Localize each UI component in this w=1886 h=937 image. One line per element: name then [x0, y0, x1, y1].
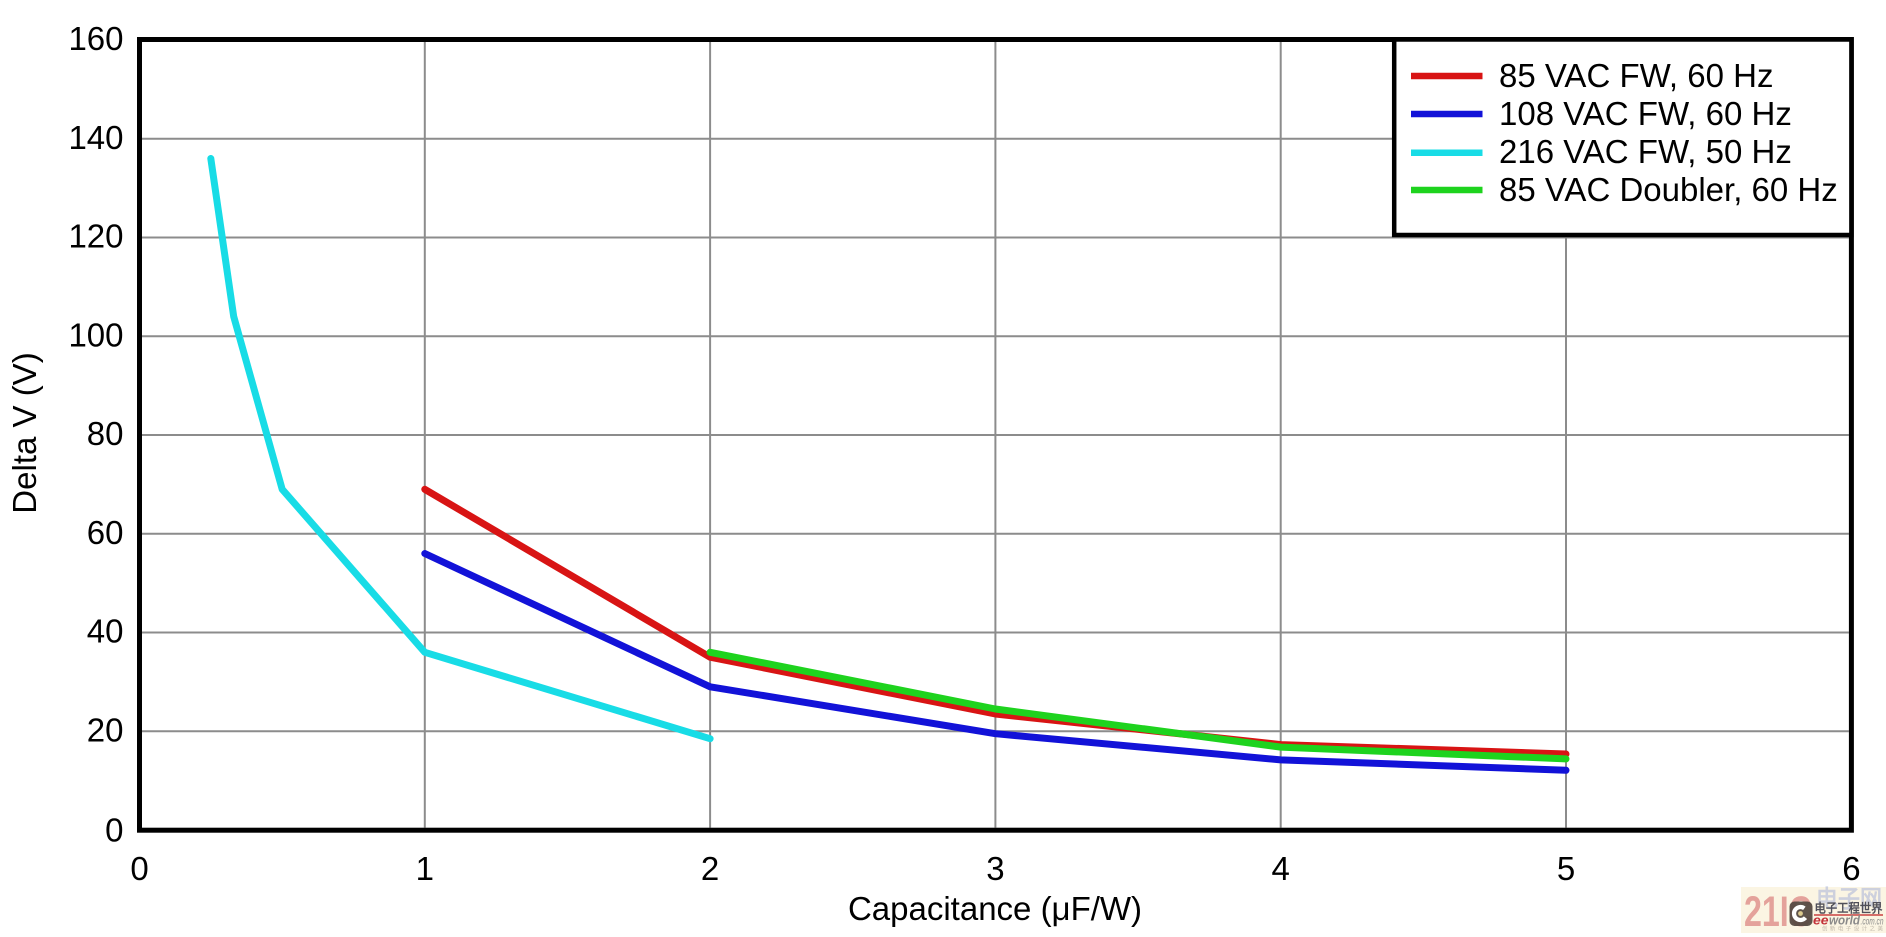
svg-text:160: 160 — [68, 20, 123, 57]
svg-text:60: 60 — [87, 514, 124, 551]
svg-text:216 VAC FW, 50 Hz: 216 VAC FW, 50 Hz — [1499, 133, 1792, 170]
svg-text:world: world — [1829, 913, 1861, 928]
svg-text:120: 120 — [68, 218, 123, 255]
svg-text:100: 100 — [68, 316, 123, 353]
svg-text:40: 40 — [87, 613, 124, 650]
svg-text:85 VAC Doubler, 60 Hz: 85 VAC Doubler, 60 Hz — [1499, 171, 1838, 208]
svg-text:85 VAC FW, 60 Hz: 85 VAC FW, 60 Hz — [1499, 57, 1773, 94]
svg-text:20: 20 — [87, 711, 124, 748]
svg-text:.com.cn: .com.cn — [1861, 917, 1884, 928]
svg-text:创新电子设计之美: 创新电子设计之美 — [1822, 925, 1883, 933]
svg-text:电子工程世界: 电子工程世界 — [1815, 901, 1883, 916]
svg-text:4: 4 — [1272, 850, 1290, 887]
svg-text:0: 0 — [130, 850, 148, 887]
svg-text:2: 2 — [701, 850, 719, 887]
svg-text:3: 3 — [986, 850, 1004, 887]
svg-text:108 VAC FW, 60 Hz: 108 VAC FW, 60 Hz — [1499, 95, 1792, 132]
svg-text:ee: ee — [1813, 913, 1829, 928]
svg-text:Delta V (V): Delta V (V) — [6, 352, 43, 513]
svg-text:1: 1 — [416, 850, 434, 887]
svg-text:电子网: 电子网 — [1816, 886, 1882, 913]
svg-text:Capacitance (μF/W): Capacitance (μF/W) — [848, 890, 1142, 927]
svg-text:6: 6 — [1842, 850, 1860, 887]
svg-text:80: 80 — [87, 415, 124, 452]
svg-text:5: 5 — [1557, 850, 1575, 887]
svg-text:140: 140 — [68, 119, 123, 156]
svg-text:0: 0 — [105, 812, 123, 849]
